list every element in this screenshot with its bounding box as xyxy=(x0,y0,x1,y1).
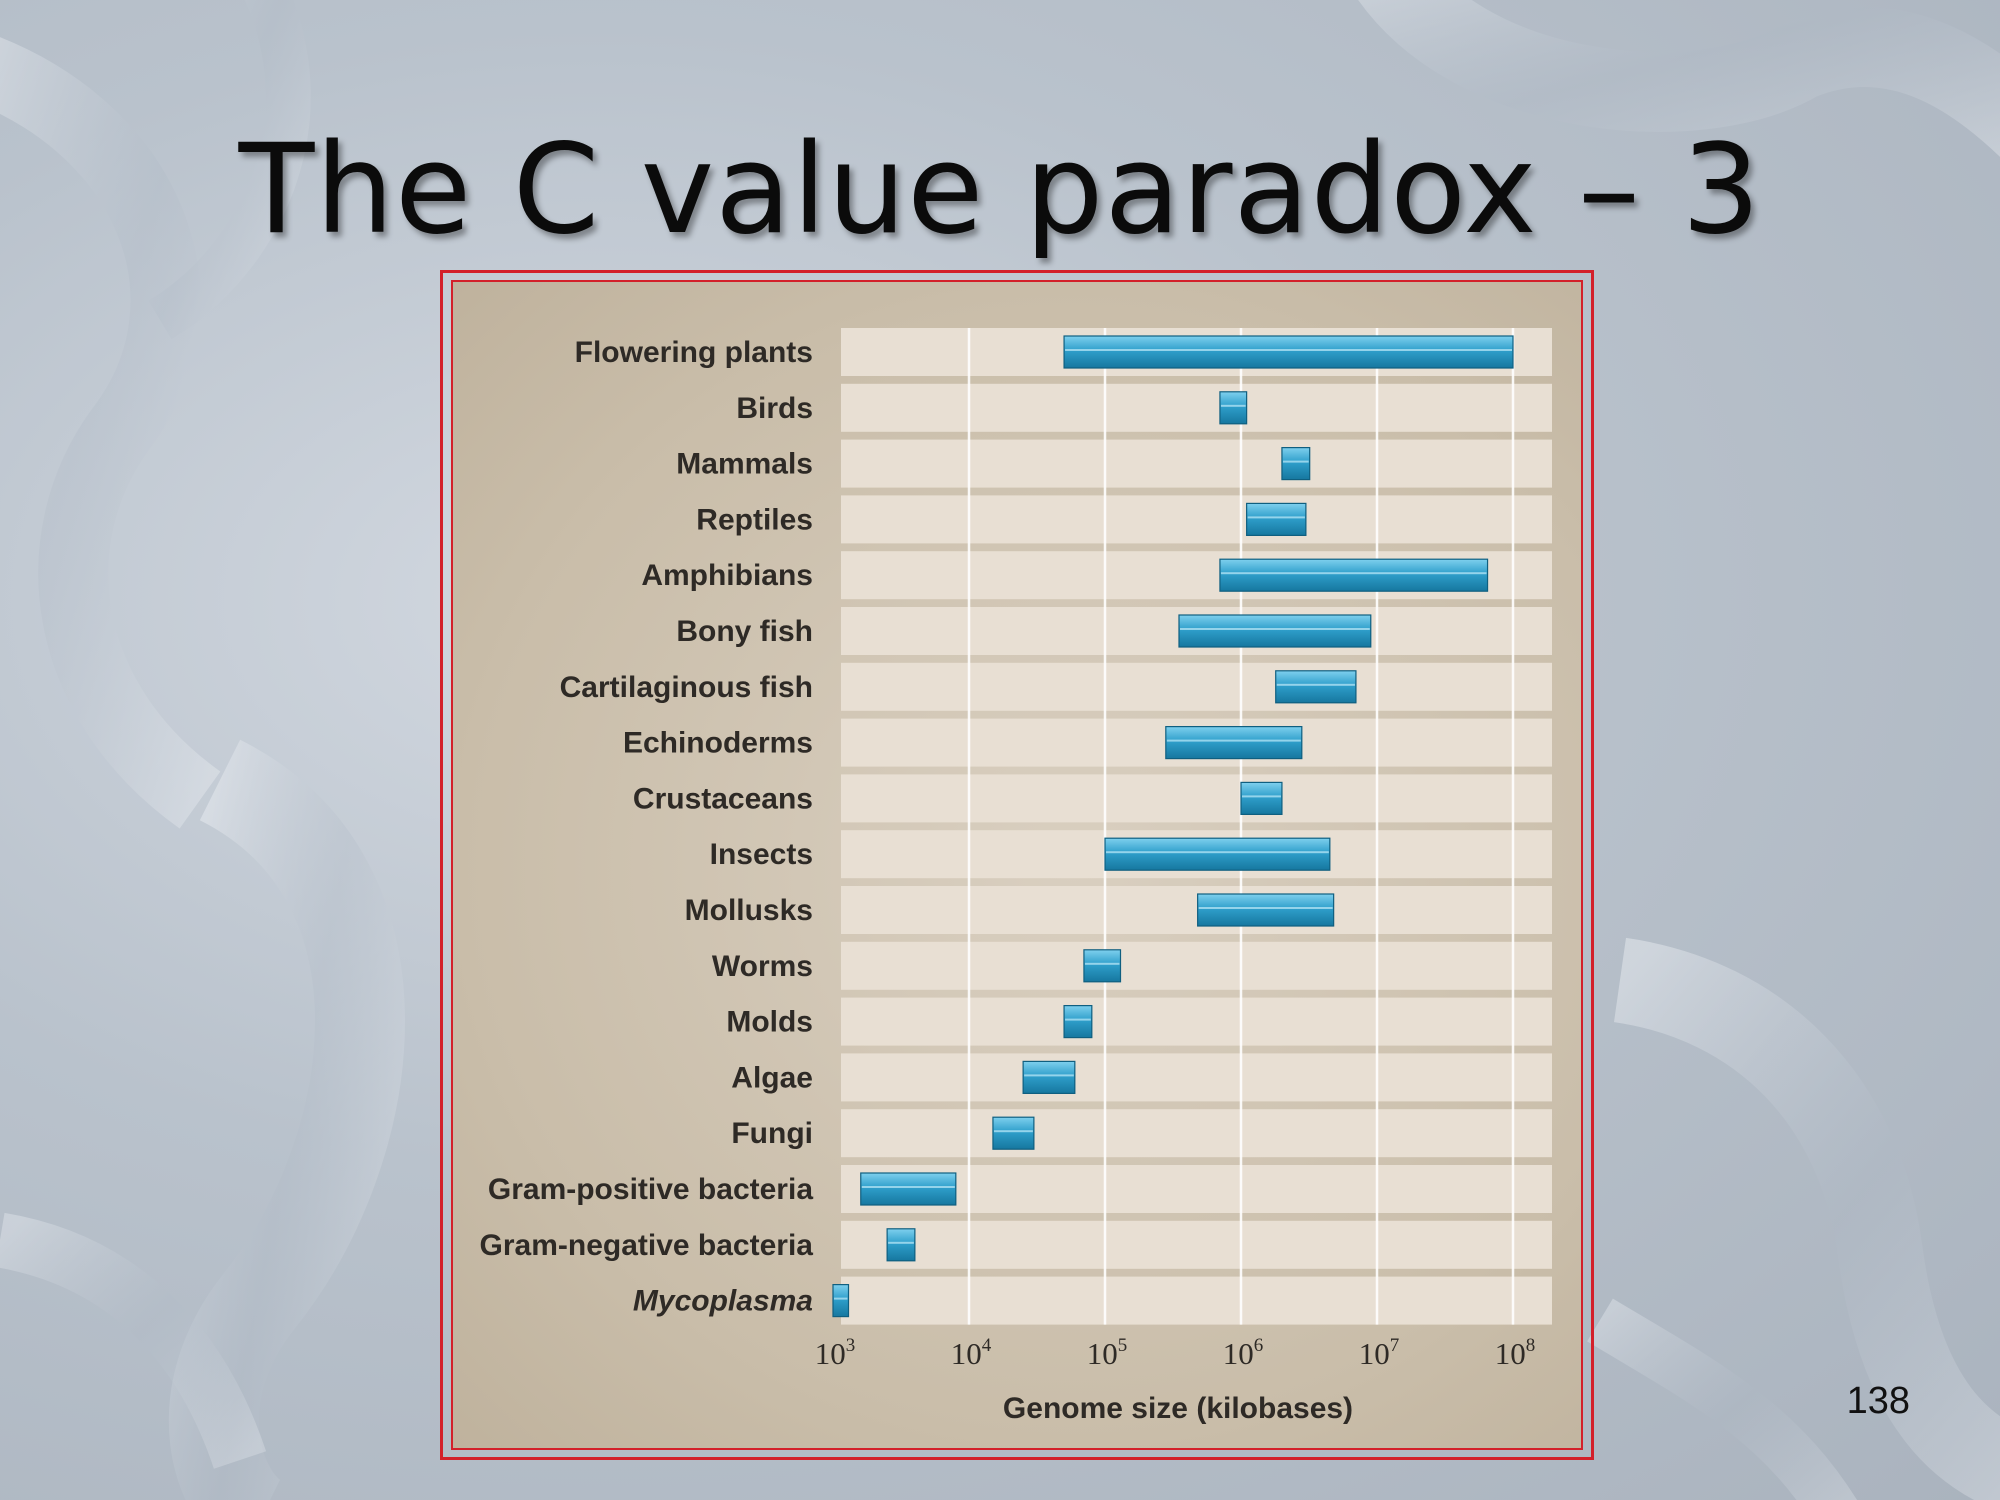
x-tick-base: 10 xyxy=(1087,1336,1118,1371)
row-band xyxy=(841,383,1552,432)
range-bar xyxy=(1219,391,1248,425)
bar-highlight xyxy=(1276,683,1355,686)
bar-highlight xyxy=(993,1130,1033,1133)
range-bar xyxy=(1197,893,1335,927)
row-band xyxy=(841,886,1552,934)
category-label: Mycoplasma xyxy=(633,1285,813,1318)
range-bar xyxy=(886,1228,916,1262)
category-label: Gram-positive bacteria xyxy=(488,1173,813,1206)
bar-highlight xyxy=(1247,516,1305,519)
bar-highlight xyxy=(834,1297,848,1300)
bar-highlight xyxy=(1024,1074,1074,1077)
row-band xyxy=(841,1109,1552,1158)
x-tick-label: 103 xyxy=(815,1335,856,1371)
category-label: Flowering plants xyxy=(575,336,813,369)
x-tick-exponent: 4 xyxy=(982,1335,992,1356)
bar-highlight xyxy=(1065,1018,1091,1021)
range-bar xyxy=(1219,558,1489,592)
chart-frame-outer xyxy=(440,270,1594,1460)
x-tick-base: 10 xyxy=(951,1336,982,1371)
range-bar xyxy=(1246,502,1307,536)
x-tick-base: 10 xyxy=(1359,1336,1390,1371)
bar-highlight xyxy=(1065,349,1512,351)
row-band xyxy=(841,774,1552,823)
category-label: Cartilaginous fish xyxy=(560,671,813,704)
bar-highlight xyxy=(1220,404,1246,407)
x-tick-label: 107 xyxy=(1359,1335,1400,1371)
category-label: Reptiles xyxy=(696,503,813,536)
range-bar xyxy=(1063,335,1514,369)
range-bar xyxy=(1281,447,1311,481)
x-tick-base: 10 xyxy=(815,1336,846,1371)
page-number: 138 xyxy=(1846,1380,1910,1422)
bar-highlight xyxy=(1166,739,1301,742)
x-tick-label: 104 xyxy=(951,1335,992,1371)
range-bar xyxy=(1022,1060,1076,1095)
bar-highlight xyxy=(1084,962,1120,965)
row-band xyxy=(841,1276,1552,1325)
range-bar xyxy=(832,1283,850,1318)
row-band xyxy=(841,662,1552,711)
row-band xyxy=(841,1220,1552,1269)
x-tick-exponent: 5 xyxy=(1118,1335,1128,1356)
row-band xyxy=(841,1165,1552,1213)
bar-highlight xyxy=(1179,628,1370,630)
bar-highlight xyxy=(888,1241,914,1244)
category-label: Echinoderms xyxy=(623,727,813,760)
category-label: Crustaceans xyxy=(633,782,813,815)
bar-highlight xyxy=(1242,795,1281,798)
range-bar xyxy=(860,1172,957,1206)
x-axis-label: Genome size (kilobases) xyxy=(1003,1392,1353,1425)
range-bar xyxy=(1240,781,1283,816)
category-label: Worms xyxy=(712,950,813,983)
row-band xyxy=(841,1053,1552,1102)
category-label: Amphibians xyxy=(641,559,813,592)
x-tick-label: 108 xyxy=(1495,1335,1536,1371)
category-label: Mammals xyxy=(676,448,813,481)
x-tick-exponent: 7 xyxy=(1390,1335,1400,1356)
range-bar xyxy=(1083,949,1122,983)
x-tick-exponent: 6 xyxy=(1254,1335,1264,1356)
category-label: Gram-negative bacteria xyxy=(480,1229,814,1262)
range-bar xyxy=(992,1116,1035,1150)
x-tick-base: 10 xyxy=(1495,1336,1526,1371)
category-label: Mollusks xyxy=(685,894,813,927)
range-bar xyxy=(1104,837,1331,871)
row-band xyxy=(841,439,1552,488)
x-tick-exponent: 8 xyxy=(1526,1335,1536,1356)
range-bar xyxy=(1275,670,1357,704)
bar-highlight xyxy=(1106,851,1329,854)
bar-highlight xyxy=(1282,460,1309,463)
x-tick-label: 106 xyxy=(1223,1335,1264,1371)
row-band xyxy=(841,997,1552,1046)
row-band xyxy=(841,941,1552,990)
range-bar xyxy=(1165,725,1303,760)
category-label: Molds xyxy=(726,1006,813,1039)
bar-highlight xyxy=(861,1186,955,1188)
x-tick-exponent: 3 xyxy=(846,1335,856,1356)
category-label: Birds xyxy=(736,392,813,425)
range-bar xyxy=(1178,614,1372,648)
bar-highlight xyxy=(1198,907,1333,909)
category-label: Insects xyxy=(710,838,813,871)
slide-title: The C value paradox – 3 xyxy=(238,118,1762,262)
bar-highlight xyxy=(1220,572,1487,575)
row-band xyxy=(841,495,1552,544)
range-bar xyxy=(1063,1004,1093,1039)
category-label: Fungi xyxy=(731,1117,813,1150)
x-tick-base: 10 xyxy=(1223,1336,1254,1371)
x-tick-label: 105 xyxy=(1087,1335,1128,1371)
category-label: Algae xyxy=(731,1061,813,1094)
category-label: Bony fish xyxy=(676,615,813,648)
